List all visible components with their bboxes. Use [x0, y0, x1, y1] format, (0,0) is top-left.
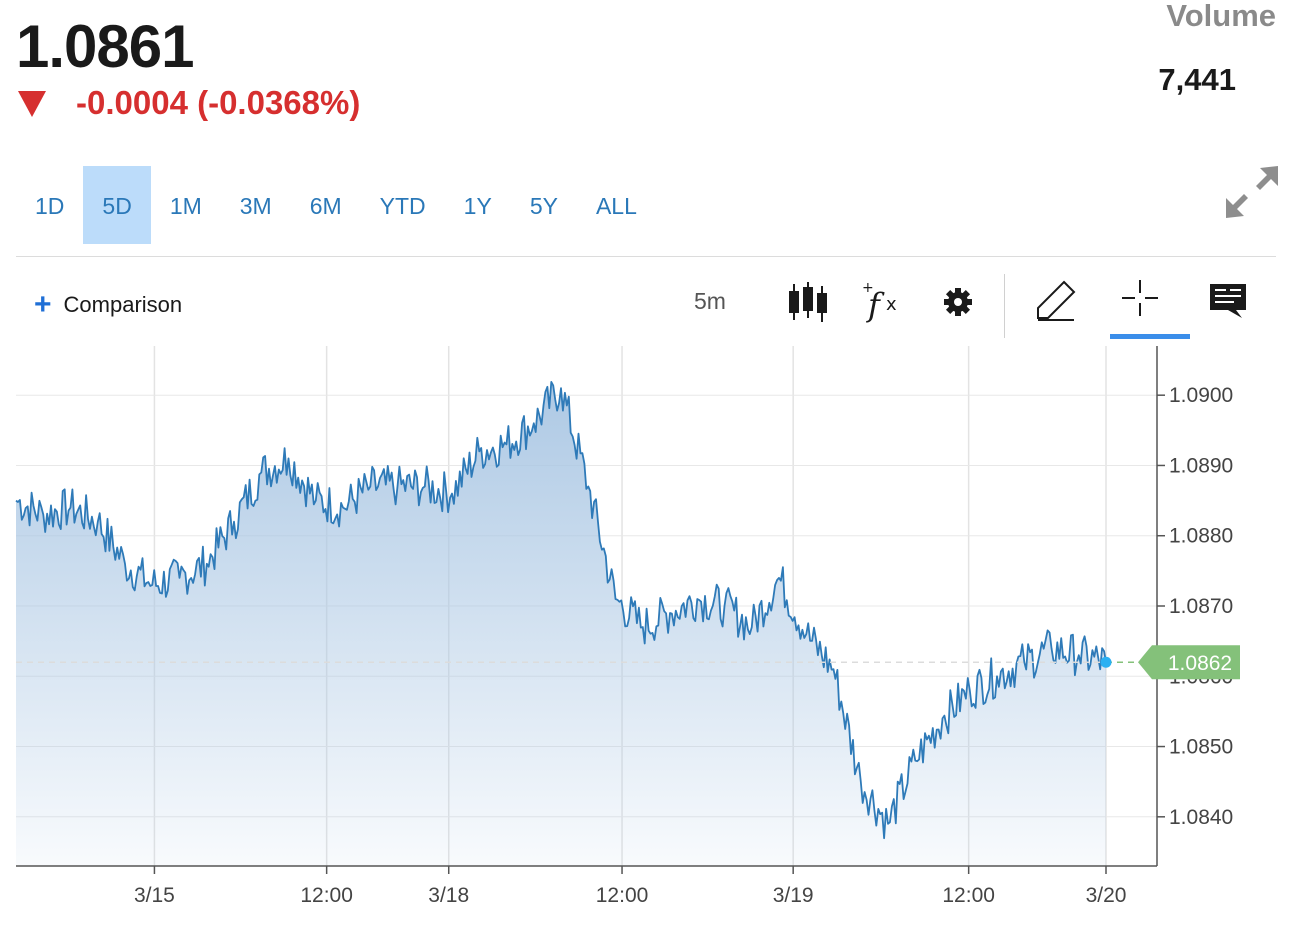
candlestick-icon[interactable]	[786, 280, 830, 324]
x-tick-label: 12:00	[596, 884, 649, 907]
price-chart[interactable]: 3/15 12:00 3/18 12:00 3/19 12:00 3/20 1.0840 1.0…	[0, 340, 1296, 928]
last-price-tag-label: 1.0862	[1168, 652, 1232, 675]
y-tick-label: 1.0850	[1169, 736, 1233, 759]
active-tool-indicator	[1110, 334, 1190, 339]
range-tab-5y[interactable]: 5Y	[529, 193, 558, 219]
volume-label: Volume	[1166, 0, 1276, 33]
x-tick-label: 3/19	[773, 884, 814, 907]
svg-text:x: x	[886, 294, 897, 315]
range-tab-1d[interactable]: 1D	[35, 193, 65, 219]
price-change: -0.0004 (-0.0368%)	[76, 84, 361, 121]
x-tick-label: 3/15	[134, 884, 175, 907]
x-tick-label: 3/18	[428, 884, 469, 907]
x-tick-label: 3/20	[1086, 884, 1127, 907]
svg-text:f: f	[866, 286, 885, 324]
range-tab-1m[interactable]: 1M	[169, 193, 202, 219]
range-tab-1y[interactable]: 1Y	[463, 193, 492, 219]
crosshair-icon[interactable]	[1118, 276, 1162, 320]
tool-divider	[1004, 274, 1005, 338]
svg-text:+: +	[862, 280, 874, 296]
pencil-icon[interactable]	[1034, 278, 1078, 322]
comparison-label: Comparison	[63, 292, 183, 317]
y-tick-label: 1.0880	[1169, 525, 1233, 548]
price-area	[16, 381, 1106, 866]
comparison-button[interactable]: + Comparison	[34, 288, 183, 321]
change-row: -0.0004 (-0.0368%)	[18, 84, 360, 122]
y-tick-label: 1.0890	[1169, 454, 1233, 477]
price-line	[15, 381, 1107, 840]
gear-icon[interactable]	[936, 280, 980, 324]
interval-selector[interactable]: 5m	[694, 288, 726, 314]
function-icon[interactable]: + f x	[860, 280, 904, 324]
y-tick-label: 1.0900	[1169, 384, 1233, 407]
comment-icon[interactable]	[1206, 278, 1250, 322]
range-tab-5d[interactable]: 5D	[83, 166, 151, 244]
y-tick-label: 1.0840	[1169, 806, 1233, 829]
volume-value: 7,441	[1158, 62, 1236, 97]
last-price-tag	[1138, 645, 1240, 680]
toolbar-divider	[16, 256, 1276, 257]
range-tab-6m[interactable]: 6M	[309, 193, 342, 219]
plus-icon: +	[34, 288, 52, 321]
y-tick-label: 1.0870	[1169, 595, 1233, 618]
x-tick-label: 12:00	[942, 884, 995, 907]
range-tab-all[interactable]: ALL	[595, 193, 637, 219]
last-price-dot	[1100, 656, 1112, 668]
range-tabs: 1D 5D 1M 3M 6M YTD 1Y 5Y ALL	[16, 166, 656, 244]
x-tick-label: 12:00	[300, 884, 353, 907]
down-arrow-icon	[18, 91, 46, 117]
range-tab-3m[interactable]: 3M	[239, 193, 272, 219]
range-tab-ytd[interactable]: YTD	[379, 193, 426, 219]
last-price: 1.0861	[16, 13, 195, 80]
expand-icon[interactable]	[1224, 164, 1280, 220]
